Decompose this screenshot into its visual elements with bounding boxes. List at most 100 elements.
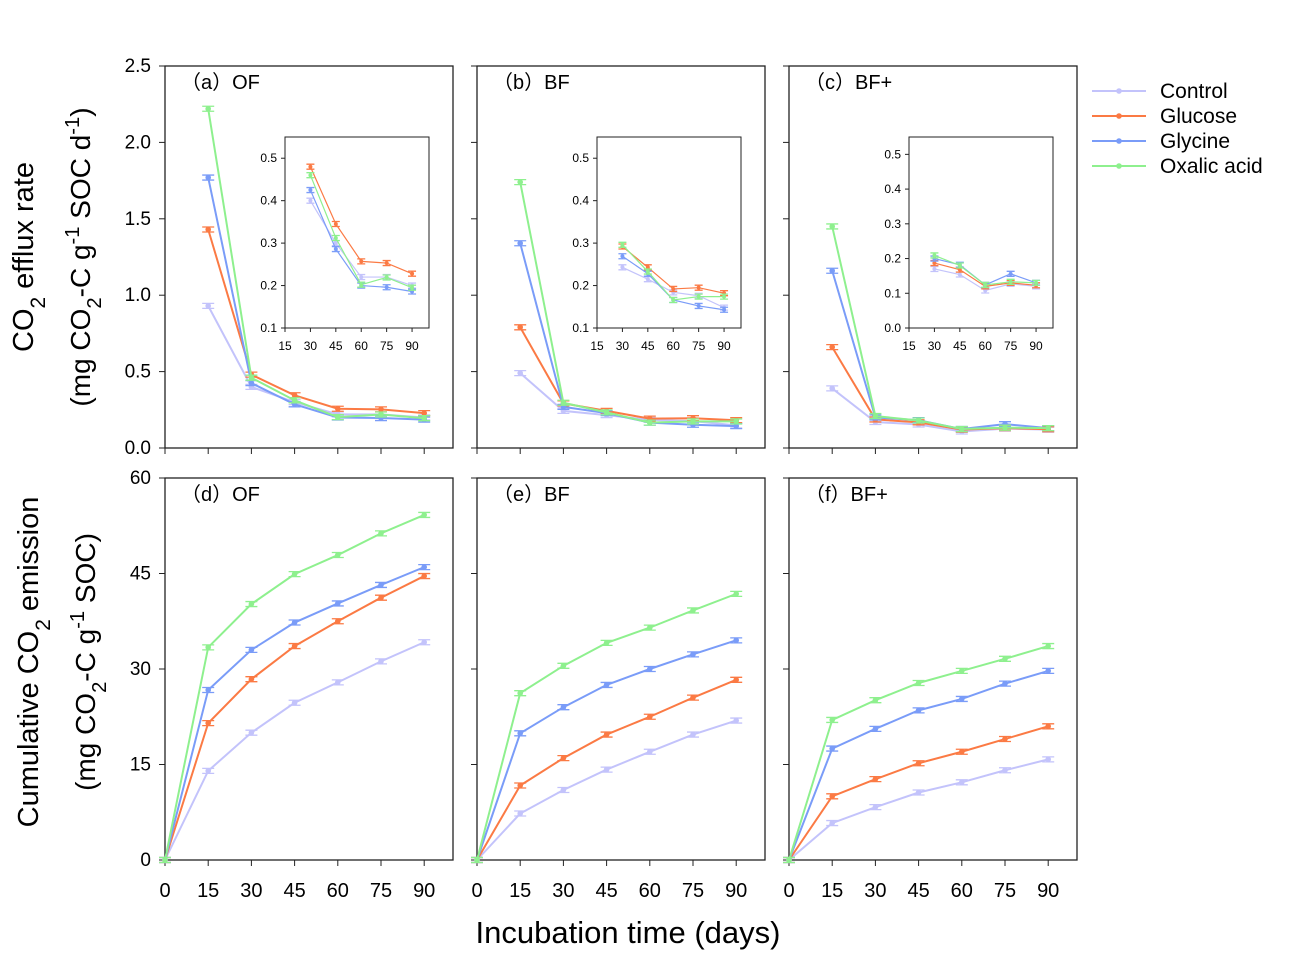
data-point: [620, 254, 625, 259]
data-point: [915, 707, 922, 714]
legend-item: Control: [1092, 80, 1228, 103]
data-point: [335, 600, 341, 607]
y-tick-label: 0.5: [572, 151, 589, 165]
x-tick-label: 15: [902, 339, 916, 353]
data-point: [786, 857, 792, 863]
data-point: [603, 682, 610, 688]
data-point: [421, 573, 428, 579]
y-tick-label: 2.0: [125, 132, 151, 153]
data-point: [932, 261, 937, 266]
data-point: [829, 717, 835, 723]
data-point: [722, 294, 727, 299]
data-point: [829, 385, 835, 392]
data-point: [517, 690, 523, 696]
plot-frame: [284, 136, 430, 329]
data-point: [474, 857, 480, 863]
panel-label: （a）OF: [181, 71, 260, 94]
data-point: [696, 285, 701, 290]
y-tick-label: 0.1: [572, 321, 589, 335]
data-point: [421, 410, 428, 416]
y-tick-label: 0.0: [884, 321, 901, 335]
x-tick-label: 60: [951, 880, 973, 902]
data-point: [690, 651, 696, 658]
panel-b: （b）BF: [471, 65, 766, 454]
y-axis-title-bottom-line1: Cumulative CO2 emission: [13, 497, 55, 828]
y-tick-label: 45: [130, 564, 151, 585]
y-tick-label: 0.1: [260, 321, 277, 335]
y-tick-label: 0.3: [884, 217, 901, 231]
data-point: [829, 344, 835, 350]
data-point: [335, 405, 341, 412]
data-point: [722, 307, 727, 312]
data-point: [1008, 279, 1013, 284]
data-point: [291, 643, 298, 649]
y-axis-title-top-line1: CO2 efflux rate: [8, 162, 50, 352]
series-line-glucose: [519, 326, 737, 422]
inset-a: 0.1 0.2 0.3 0.4 0.5 15 30 45 60 75 90: [260, 136, 430, 353]
legend-label: Oxalic acid: [1160, 155, 1263, 178]
data-point: [1045, 723, 1051, 730]
data-point: [308, 173, 313, 178]
legend-label: Glucose: [1160, 105, 1237, 128]
data-point: [915, 760, 922, 767]
data-point: [517, 810, 523, 817]
inset-c: 0.0 0.1 0.2 0.3 0.4 0.5 15 30 45 60 75 90: [884, 136, 1054, 353]
y-tick-label: 0.3: [260, 236, 277, 250]
data-point: [517, 730, 523, 737]
legend-item: Glucose: [1092, 105, 1237, 128]
y-tick-label: 0.4: [260, 194, 277, 208]
y-tick-label: 0.0: [125, 438, 151, 459]
data-point: [733, 637, 739, 644]
panel-e: 0 15 30 45 60 75 90 （e）BF: [471, 477, 766, 902]
y-tick-label: 0: [140, 850, 151, 871]
data-point: [560, 399, 567, 406]
x-tick-label: 30: [552, 880, 574, 902]
x-tick-label: 60: [639, 880, 661, 902]
data-point: [517, 370, 523, 376]
data-point: [517, 782, 523, 789]
plot-frame: [908, 136, 1054, 329]
x-tick-label: 90: [725, 880, 747, 902]
data-point: [733, 677, 739, 683]
data-point: [733, 423, 739, 429]
data-point: [205, 226, 211, 233]
data-point: [421, 564, 428, 570]
x-tick-label: 45: [953, 339, 967, 353]
x-tick-label: 30: [304, 339, 318, 353]
data-point: [1045, 425, 1051, 431]
legend-item: Oxalic acid: [1092, 155, 1263, 178]
y-tick-label: 0.1: [884, 286, 901, 300]
data-point: [647, 748, 653, 755]
legend-marker: [1116, 138, 1122, 144]
data-point: [690, 418, 696, 425]
data-point: [959, 748, 965, 755]
x-tick-label: 75: [692, 339, 706, 353]
data-point: [517, 324, 523, 331]
data-point: [603, 409, 610, 416]
series-line-glycine: [207, 177, 425, 421]
x-tick-label: 30: [864, 880, 886, 902]
data-point: [915, 417, 922, 424]
legend-marker: [1116, 163, 1122, 169]
series-line-oxalic-acid: [207, 108, 425, 420]
data-point: [384, 261, 389, 266]
data-point: [647, 419, 653, 426]
data-point: [696, 294, 701, 299]
data-point: [872, 697, 879, 703]
x-tick-label: 0: [471, 880, 482, 902]
data-point: [957, 272, 962, 277]
data-point: [959, 696, 965, 702]
y-tick-label: 15: [130, 755, 151, 776]
panel-label: （f）BF+: [805, 483, 888, 506]
data-point: [378, 406, 384, 413]
data-point: [1002, 680, 1008, 687]
data-point: [378, 658, 384, 665]
data-point: [1045, 756, 1051, 763]
x-tick-label: 0: [159, 880, 170, 902]
data-point: [620, 242, 625, 247]
panel-label: （e）BF: [493, 483, 570, 506]
data-point: [359, 259, 364, 264]
x-tick-label: 75: [370, 880, 392, 902]
x-tick-label: 30: [240, 880, 262, 902]
